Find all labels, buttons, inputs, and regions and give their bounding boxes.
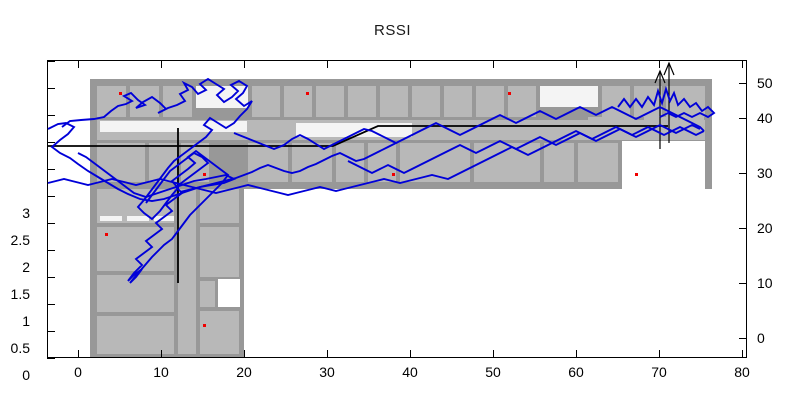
room bbox=[602, 86, 630, 117]
anchor-dot bbox=[105, 233, 108, 236]
room bbox=[644, 117, 704, 139]
y-right-tick-label: 30 bbox=[757, 165, 773, 181]
room bbox=[316, 86, 344, 117]
anchor-dot bbox=[508, 92, 511, 95]
room-white bbox=[540, 86, 598, 107]
y-left-tick-label: 2 bbox=[22, 259, 30, 275]
y-right-tick-label: 0 bbox=[757, 330, 765, 346]
x-tick-label: 60 bbox=[568, 364, 584, 380]
corridor-light-mid bbox=[296, 123, 412, 137]
corridor-light-left bbox=[100, 121, 247, 132]
floorplan bbox=[48, 61, 746, 357]
x-tick-label: 10 bbox=[153, 364, 169, 380]
x-tick-label: 50 bbox=[485, 364, 501, 380]
room bbox=[400, 143, 470, 182]
anchor-dot bbox=[392, 173, 395, 176]
x-tick-label: 40 bbox=[402, 364, 418, 380]
anchor-dot bbox=[203, 173, 206, 176]
room bbox=[200, 227, 239, 277]
room bbox=[97, 316, 174, 354]
room bbox=[348, 86, 376, 117]
y-right-tick-label: 20 bbox=[757, 220, 773, 236]
room-white bbox=[218, 279, 240, 307]
room bbox=[412, 86, 440, 117]
room-white bbox=[127, 216, 149, 221]
anchor-dot bbox=[306, 92, 309, 95]
room bbox=[163, 86, 192, 117]
room bbox=[252, 86, 280, 117]
y-left-tick-label: 3 bbox=[22, 205, 30, 221]
x-tick-label: 80 bbox=[734, 364, 750, 380]
room-white bbox=[100, 216, 122, 221]
room bbox=[666, 86, 705, 117]
room bbox=[200, 281, 215, 307]
room bbox=[578, 143, 618, 182]
room bbox=[544, 143, 574, 182]
room bbox=[149, 143, 177, 182]
x-tick-label: 0 bbox=[74, 364, 82, 380]
room bbox=[284, 86, 312, 117]
anchor-dot bbox=[635, 173, 638, 176]
room-white bbox=[154, 216, 174, 221]
room bbox=[200, 189, 239, 223]
x-tick-label: 70 bbox=[651, 364, 667, 380]
room bbox=[200, 311, 239, 354]
room bbox=[97, 275, 174, 312]
room bbox=[474, 143, 540, 182]
lower-corridor bbox=[178, 189, 196, 354]
room bbox=[97, 143, 145, 182]
room bbox=[634, 86, 662, 117]
room bbox=[181, 143, 209, 182]
room bbox=[368, 143, 396, 182]
x-tick-label: 20 bbox=[236, 364, 252, 380]
anchor-dot bbox=[203, 324, 206, 327]
y-left-tick-label: 0.5 bbox=[10, 340, 30, 356]
room bbox=[380, 86, 408, 117]
room-white bbox=[196, 86, 248, 108]
y-left-tick-label: 1 bbox=[22, 313, 30, 329]
y-left-tick-label: 1.5 bbox=[10, 286, 30, 302]
room bbox=[97, 227, 174, 271]
room bbox=[444, 86, 472, 117]
room bbox=[248, 143, 288, 182]
anchor-dot bbox=[119, 92, 122, 95]
page-title: RSSI bbox=[373, 22, 411, 39]
room bbox=[292, 143, 332, 182]
y-right-tick-label: 40 bbox=[757, 110, 773, 126]
y-right-tick-label: 50 bbox=[757, 75, 773, 91]
y-left-tick-label: 2.5 bbox=[10, 232, 30, 248]
y-right-tick-label: 10 bbox=[757, 275, 773, 291]
plot-frame bbox=[47, 60, 747, 358]
room bbox=[130, 86, 159, 117]
y-left-tick-label: 0 bbox=[22, 367, 30, 383]
room bbox=[97, 86, 126, 117]
room bbox=[508, 86, 536, 117]
room bbox=[588, 117, 634, 139]
x-tick-label: 30 bbox=[319, 364, 335, 380]
room-white-large bbox=[622, 141, 705, 189]
room bbox=[336, 143, 364, 182]
room bbox=[476, 86, 504, 117]
